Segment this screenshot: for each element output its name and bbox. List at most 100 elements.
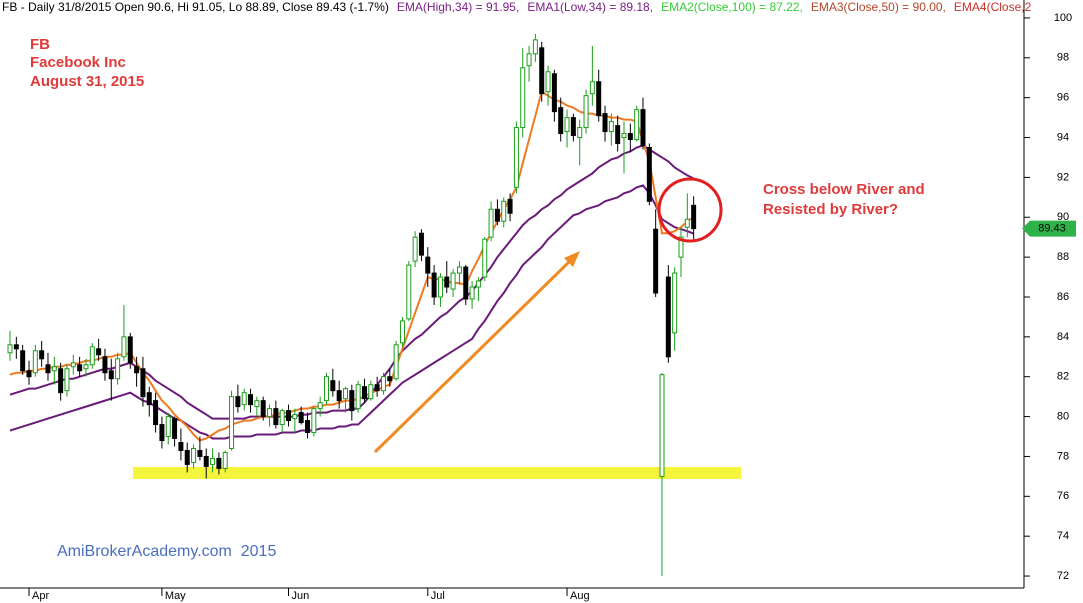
candle-body bbox=[368, 384, 374, 400]
candle-body bbox=[26, 370, 32, 378]
candle-body bbox=[210, 457, 216, 465]
candle-body bbox=[393, 344, 399, 380]
candle-body bbox=[279, 410, 285, 426]
candle-body bbox=[292, 414, 298, 420]
candle-body bbox=[355, 384, 361, 410]
candle-body bbox=[235, 396, 241, 408]
candle-body bbox=[558, 107, 564, 135]
candle-body bbox=[159, 424, 165, 442]
candle-body bbox=[482, 238, 488, 278]
x-tick-label: Jun bbox=[292, 590, 310, 602]
candle-body bbox=[691, 204, 697, 230]
candle-body bbox=[513, 127, 519, 188]
y-tick-label: 100 bbox=[1054, 12, 1072, 24]
candle-body bbox=[684, 218, 690, 228]
symbol: FB bbox=[30, 36, 50, 53]
candle-body bbox=[241, 392, 247, 406]
candle-body bbox=[678, 236, 684, 258]
x-tick-label: Apr bbox=[32, 590, 49, 602]
candle-body bbox=[89, 346, 95, 366]
candle-body bbox=[469, 286, 475, 300]
candle-body bbox=[539, 47, 545, 95]
candle-body bbox=[178, 441, 184, 451]
header-segment: EMA1(Low,34) = 89.18, bbox=[527, 0, 653, 14]
header-segment: FB - Daily 31/8/2015 Open 90.6, Hi 91.05… bbox=[2, 0, 389, 14]
y-tick-label: 86 bbox=[1057, 291, 1069, 303]
candle-body bbox=[191, 447, 197, 463]
candle-body bbox=[387, 376, 393, 382]
candle-body bbox=[229, 396, 235, 449]
y-tick-label: 76 bbox=[1057, 490, 1069, 502]
y-tick-label: 96 bbox=[1057, 92, 1069, 104]
x-tick-label: Aug bbox=[570, 590, 590, 602]
candle-body bbox=[418, 232, 424, 256]
support-band bbox=[133, 467, 741, 479]
candle-body bbox=[551, 73, 557, 113]
candle-body bbox=[437, 276, 443, 298]
candle-body bbox=[665, 276, 671, 358]
candle-body bbox=[456, 266, 462, 274]
watermark: AmiBrokerAcademy.com 2015 bbox=[57, 543, 276, 560]
candle-body bbox=[507, 198, 513, 214]
candle-body bbox=[520, 67, 526, 129]
candle-body bbox=[115, 358, 121, 380]
candle-body bbox=[564, 117, 570, 133]
candle-body bbox=[83, 364, 89, 370]
candle-body bbox=[254, 400, 260, 408]
candle-body bbox=[583, 95, 589, 129]
candle-body bbox=[608, 121, 614, 133]
candle-body bbox=[286, 410, 292, 422]
candle-body bbox=[627, 133, 633, 141]
header: FB - Daily 31/8/2015 Open 90.6, Hi 91.05… bbox=[2, 0, 1032, 14]
candle-body bbox=[184, 449, 190, 465]
trend-arrow bbox=[373, 259, 572, 454]
candle-body bbox=[197, 449, 203, 457]
company: Facebook Inc bbox=[30, 54, 126, 71]
candle-body bbox=[13, 344, 19, 350]
candle-body bbox=[330, 380, 336, 392]
candle-body bbox=[570, 117, 576, 137]
highlight-circle bbox=[657, 177, 723, 243]
candle-body bbox=[260, 400, 266, 418]
candle-body bbox=[380, 376, 386, 392]
note: Resisted by River? bbox=[763, 201, 898, 218]
candle-body bbox=[672, 272, 678, 334]
y-tick-label: 82 bbox=[1057, 371, 1069, 383]
candle-body bbox=[324, 376, 329, 402]
candle-body bbox=[336, 390, 342, 402]
candle-body bbox=[640, 109, 646, 147]
candle-body bbox=[222, 451, 228, 469]
candle-body bbox=[444, 276, 450, 288]
axes: 72 74 76 78 80 82 84 86 88 90 92 94 96 98 100 Apr May Jun… bbox=[28, 12, 1076, 602]
candle-body bbox=[406, 264, 412, 320]
candle-body bbox=[39, 350, 45, 360]
y-tick-label: 74 bbox=[1057, 530, 1069, 542]
candle-body bbox=[349, 390, 355, 412]
y-tick-label: 84 bbox=[1057, 331, 1069, 343]
y-tick-label: 80 bbox=[1057, 410, 1069, 422]
candle-body bbox=[488, 208, 494, 238]
price-tag-label: 89.43 bbox=[1038, 223, 1066, 235]
candle-body bbox=[412, 236, 418, 262]
candle-body bbox=[374, 384, 380, 392]
x-tick-label: May bbox=[165, 590, 186, 602]
candle-body bbox=[140, 368, 146, 398]
candle-body bbox=[425, 256, 431, 274]
candle-body bbox=[589, 81, 595, 95]
candle-body bbox=[494, 208, 500, 222]
candle-body bbox=[475, 280, 481, 288]
x-tick-label: Jul bbox=[431, 590, 445, 602]
plot-area bbox=[7, 33, 697, 577]
candle-body bbox=[646, 146, 652, 202]
note: Cross below River and bbox=[763, 181, 925, 198]
candle-body bbox=[463, 266, 469, 300]
candle-body bbox=[577, 127, 583, 139]
candle-body bbox=[298, 412, 304, 424]
candle-body bbox=[102, 356, 108, 374]
header-segment: EMA2(Close,100) = 87.22, bbox=[661, 0, 803, 14]
candle-body bbox=[45, 364, 51, 374]
candle-body bbox=[653, 228, 659, 294]
candle-body bbox=[273, 408, 279, 426]
candle-body bbox=[70, 362, 76, 368]
